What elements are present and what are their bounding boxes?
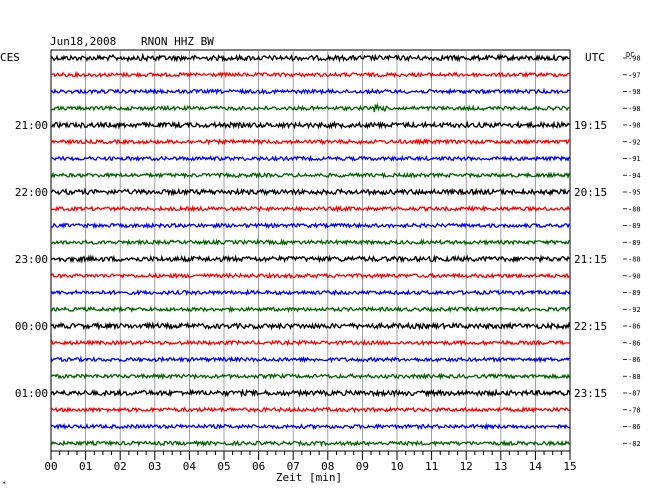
dc-offset-label: -86 bbox=[628, 423, 641, 431]
seismic-trace bbox=[50, 138, 571, 146]
dc-offset-label: -86 bbox=[628, 339, 641, 347]
seismic-trace bbox=[50, 70, 571, 79]
seismic-trace bbox=[50, 52, 571, 63]
seismic-trace bbox=[50, 204, 571, 213]
seismic-trace bbox=[50, 154, 570, 163]
plot-grid bbox=[50, 49, 571, 460]
x-tick-label: 05 bbox=[217, 460, 230, 473]
seismic-trace bbox=[50, 171, 571, 180]
right-hour-label: 21:15 bbox=[574, 253, 607, 266]
x-axis-label: Zeit [min] bbox=[276, 471, 342, 484]
dc-offset-label: -82 bbox=[628, 440, 641, 448]
left-timezone-label: CES bbox=[0, 51, 20, 64]
x-tick-label: 09 bbox=[356, 460, 369, 473]
chart-station: RNON HHZ BW bbox=[141, 35, 214, 48]
dc-offset-label: -87 bbox=[628, 390, 641, 398]
x-tick-label: 10 bbox=[390, 460, 403, 473]
seismic-trace bbox=[51, 238, 571, 247]
left-hour-label: 01:00 bbox=[15, 387, 48, 400]
seismic-trace bbox=[50, 338, 571, 347]
dc-offset-label: -98 bbox=[628, 122, 641, 130]
x-tick-label: 01 bbox=[79, 460, 92, 473]
dc-offset-label: -86 bbox=[628, 323, 641, 331]
seismic-traces bbox=[50, 52, 571, 448]
dc-offset-label: -97 bbox=[628, 71, 641, 79]
seismic-trace bbox=[50, 355, 571, 364]
seismic-trace bbox=[50, 254, 571, 264]
dc-offset-label: -91 bbox=[628, 155, 641, 163]
dc-offset-label: -89 bbox=[628, 289, 641, 297]
dc-offset-label: -98 bbox=[628, 88, 641, 96]
seismic-trace bbox=[50, 372, 571, 381]
dc-offset-label: -92 bbox=[628, 306, 641, 314]
seismic-trace bbox=[50, 439, 570, 448]
seismic-trace bbox=[50, 87, 571, 96]
left-hour-label: 23:00 bbox=[15, 253, 48, 266]
right-timezone-label: UTC bbox=[585, 51, 605, 64]
x-tick-label: 00 bbox=[44, 460, 57, 473]
left-hour-label: 00:00 bbox=[15, 320, 48, 333]
seismic-trace bbox=[50, 406, 571, 414]
dc-offset-label: -78 bbox=[628, 406, 641, 414]
seismic-trace bbox=[50, 422, 571, 431]
seismic-trace bbox=[50, 187, 571, 197]
axis-labels: 00 01 02 03 04 05 06 07 08 09 10 11 12 13 14 15 -98 -97 -9… bbox=[15, 55, 641, 474]
x-tick-label: 13 bbox=[494, 460, 507, 473]
seismic-trace bbox=[50, 288, 571, 297]
x-tick-label: 06 bbox=[252, 460, 265, 473]
dc-offset-label: -89 bbox=[628, 222, 641, 230]
seismic-trace bbox=[50, 271, 571, 280]
dc-offset-label: -98 bbox=[628, 105, 641, 113]
x-tick-label: 11 bbox=[425, 460, 438, 473]
x-tick-label: 07 bbox=[287, 460, 300, 473]
x-tick-label: 14 bbox=[529, 460, 543, 473]
seismic-trace bbox=[50, 388, 571, 398]
dc-offset-label: -86 bbox=[628, 356, 641, 364]
x-tick-label: 02 bbox=[114, 460, 127, 473]
dc-offset-label: -88 bbox=[628, 256, 641, 264]
x-tick-label: 15 bbox=[563, 460, 576, 473]
x-tick-label: 04 bbox=[183, 460, 197, 473]
chart-date: Jun18,2008 bbox=[50, 35, 116, 48]
x-tick-label: 03 bbox=[148, 460, 161, 473]
seismic-trace bbox=[50, 321, 571, 331]
dc-offset-label: -95 bbox=[628, 189, 641, 197]
dc-offset-label: -94 bbox=[628, 172, 641, 180]
dc-offset-label: -88 bbox=[628, 373, 641, 381]
left-hour-label: 21:00 bbox=[15, 119, 48, 132]
x-tick-label: 12 bbox=[460, 460, 473, 473]
dc-offset-label: -90 bbox=[628, 272, 641, 280]
seismic-trace bbox=[50, 120, 571, 130]
dc-offset-label: -92 bbox=[628, 138, 641, 146]
seismic-trace bbox=[50, 305, 571, 314]
left-hour-label: 22:00 bbox=[15, 186, 48, 199]
corner-mark: * bbox=[2, 480, 6, 488]
right-hour-label: 19:15 bbox=[574, 119, 607, 132]
right-hour-label: 22:15 bbox=[574, 320, 607, 333]
dc-offset-label: -89 bbox=[628, 239, 641, 247]
right-hour-label: 20:15 bbox=[574, 186, 607, 199]
seismic-trace bbox=[50, 102, 571, 113]
dc-offset-label: -98 bbox=[628, 55, 641, 63]
x-tick-label: 08 bbox=[321, 460, 334, 473]
right-hour-label: 23:15 bbox=[574, 387, 607, 400]
dc-label: DC bbox=[626, 51, 634, 59]
seismic-trace bbox=[50, 221, 571, 230]
dc-offset-label: -88 bbox=[628, 205, 641, 213]
